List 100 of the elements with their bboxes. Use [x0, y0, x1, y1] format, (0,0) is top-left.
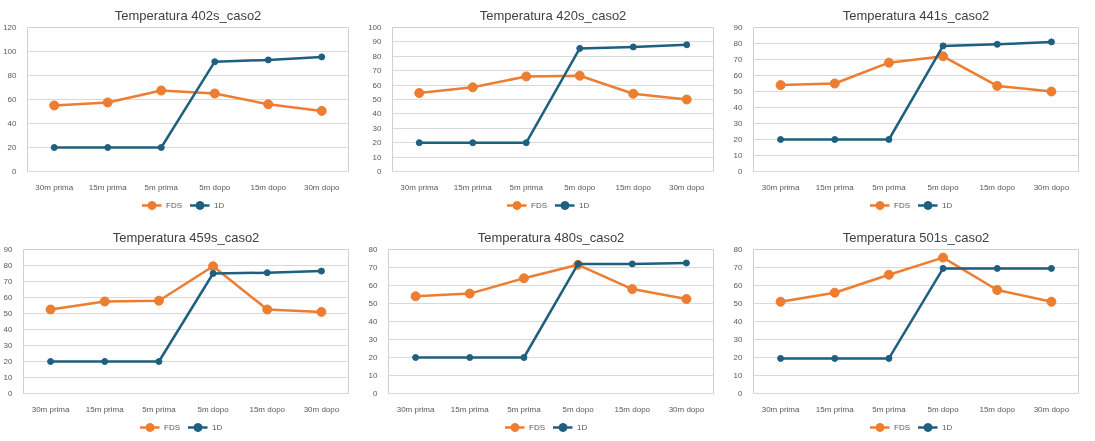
point — [102, 97, 113, 108]
x-tick-label: 15m prima — [815, 182, 855, 192]
y-tick-label: 20 — [372, 138, 383, 148]
point — [318, 53, 326, 61]
chart-title: Temperatura 480s_caso2 — [477, 229, 625, 245]
point — [466, 354, 474, 361]
y-tick-label: 30 — [733, 119, 744, 128]
x-tick-label: 5m prima — [507, 404, 542, 414]
point — [574, 70, 585, 81]
point — [412, 354, 420, 361]
y-tick-label: 50 — [733, 87, 744, 96]
point — [104, 144, 112, 151]
x-tick-label: 30m prima — [396, 404, 436, 414]
point — [829, 78, 840, 89]
point — [262, 304, 273, 315]
point — [316, 105, 327, 116]
y-tick-label: 40 — [733, 317, 744, 326]
point — [993, 264, 1001, 272]
point — [885, 136, 893, 143]
point — [1046, 296, 1057, 307]
y-tick-label: 80 — [733, 245, 744, 254]
point — [883, 269, 894, 280]
x-tick-label: 30m prima — [35, 182, 74, 192]
point — [521, 71, 532, 82]
x-tick-label: 5m dopo — [564, 182, 596, 192]
chart-title: Temperatura 402s_caso2 — [114, 7, 262, 23]
point — [264, 56, 272, 64]
point — [50, 144, 58, 151]
legend-label: FDS — [166, 200, 183, 210]
legend-label: FDS — [529, 422, 546, 432]
y-tick-label: 10 — [733, 151, 744, 160]
x-tick-label: 5m dopo — [199, 182, 231, 192]
point — [414, 88, 425, 99]
legend-label: 1D — [579, 200, 591, 210]
y-tick-label: 60 — [368, 281, 379, 290]
point — [628, 260, 636, 268]
y-tick-label: 120 — [3, 23, 18, 32]
y-tick-label: 0 — [12, 167, 18, 176]
y-tick-label: 90 — [3, 245, 14, 254]
point — [992, 285, 1003, 295]
y-tick-label: 100 — [3, 47, 18, 56]
point — [464, 288, 475, 299]
y-tick-label: 40 — [368, 317, 379, 326]
point — [938, 51, 949, 62]
point — [47, 358, 55, 365]
y-tick-label: 10 — [368, 371, 379, 380]
point — [681, 294, 692, 304]
point — [629, 43, 637, 51]
x-tick-label: 15m prima — [450, 404, 490, 414]
x-tick-label: 5m prima — [142, 404, 177, 414]
y-tick-label: 80 — [7, 71, 18, 80]
y-tick-label: 60 — [733, 281, 744, 290]
y-tick-label: 30 — [372, 123, 383, 133]
legend-label: FDS — [894, 200, 911, 210]
y-tick-label: 10 — [372, 152, 383, 162]
point — [682, 259, 690, 267]
y-tick-label: 50 — [3, 309, 14, 318]
point — [99, 296, 110, 307]
point — [885, 354, 893, 362]
x-tick-label: 30m dopo — [303, 182, 341, 192]
point — [263, 99, 274, 110]
y-tick-label: 90 — [372, 37, 383, 47]
x-tick-label: 5m dopo — [197, 404, 230, 414]
y-tick-label: 40 — [7, 119, 18, 128]
legend-label: FDS — [894, 422, 911, 432]
point — [993, 40, 1001, 48]
x-tick-label: 30m dopo — [668, 404, 705, 414]
y-tick-label: 40 — [372, 109, 383, 119]
point — [938, 252, 949, 263]
point — [101, 358, 109, 365]
point — [1046, 86, 1057, 97]
x-tick-label: 30m dopo — [1033, 182, 1070, 192]
point — [415, 139, 423, 147]
y-tick-label: 60 — [733, 71, 744, 80]
y-tick-label: 30 — [368, 335, 379, 344]
x-tick-label: 5m prima — [144, 182, 179, 192]
point — [316, 306, 327, 317]
y-tick-label: 0 — [8, 389, 14, 398]
x-tick-label: 30m dopo — [303, 404, 340, 414]
point — [209, 270, 217, 277]
point — [992, 80, 1003, 91]
point — [317, 267, 325, 275]
x-tick-label: 15m prima — [815, 404, 855, 414]
y-tick-label: 80 — [372, 51, 383, 61]
legend-label: 1D — [577, 422, 589, 432]
point — [829, 287, 840, 298]
y-tick-label: 80 — [368, 245, 379, 254]
y-tick-label: 0 — [373, 389, 379, 398]
y-tick-label: 0 — [377, 167, 383, 176]
y-tick-label: 20 — [733, 135, 744, 144]
y-tick-label: 10 — [3, 373, 14, 382]
y-tick-label: 30 — [733, 335, 744, 344]
point — [263, 269, 271, 277]
point — [520, 354, 528, 361]
y-tick-label: 60 — [7, 95, 18, 104]
x-tick-label: 5m prima — [509, 182, 544, 192]
y-tick-label: 70 — [733, 263, 744, 272]
y-tick-label: 50 — [368, 299, 379, 308]
point — [1047, 38, 1055, 46]
point — [208, 261, 219, 272]
